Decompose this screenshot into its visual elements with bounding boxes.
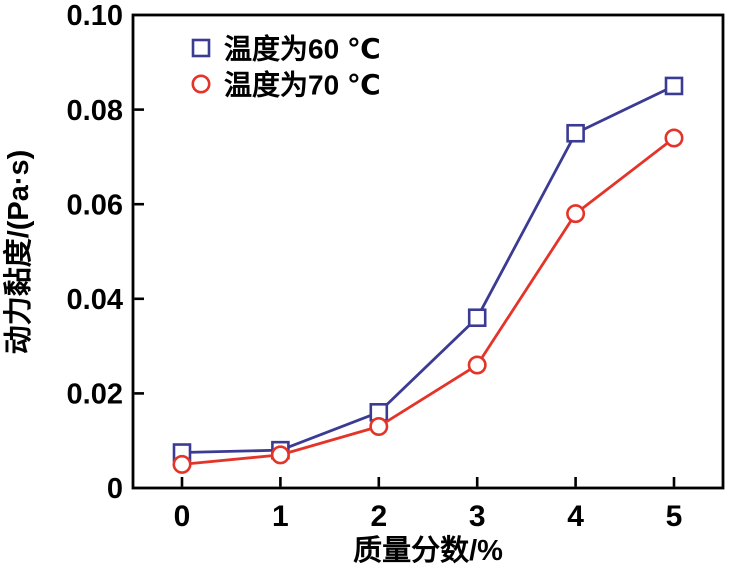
x-tick-label: 1 [272,500,289,533]
y-tick-label: 0 [107,473,123,505]
data-marker-1-5 [664,128,684,148]
series-line-1 [181,136,675,466]
y-tick-label: 0.02 [67,379,123,411]
x-axis-title: 质量分数/% [353,534,503,567]
y-tick-label: 0.10 [67,0,123,32]
data-marker-1-1 [270,445,290,465]
data-marker-1-4 [566,204,586,224]
legend-marker-1 [191,74,211,94]
y-axis-title: 动力黏度/(Pa·s) [2,150,35,355]
y-tick-label: 0.04 [67,284,123,316]
legend-marker-0 [191,38,211,58]
y-tick-label: 0.06 [67,189,123,221]
legend-label-0: 温度为60 ℃ [224,33,381,64]
x-tick-label: 2 [370,500,387,533]
data-marker-0-3 [467,308,487,328]
legend-label-1: 温度为70 ℃ [224,69,381,100]
x-tick-label: 0 [174,500,191,533]
y-tick-label: 0.08 [67,95,123,127]
data-marker-1-0 [172,454,192,474]
x-tick-label: 4 [567,500,584,533]
data-marker-0-5 [664,76,684,96]
plot-border [131,13,725,490]
data-marker-0-4 [566,123,585,143]
data-marker-1-2 [369,417,389,437]
x-tick-label: 5 [666,500,683,533]
x-tick-label: 3 [469,500,486,533]
series-line-0 [181,84,675,454]
data-marker-1-3 [467,355,487,375]
